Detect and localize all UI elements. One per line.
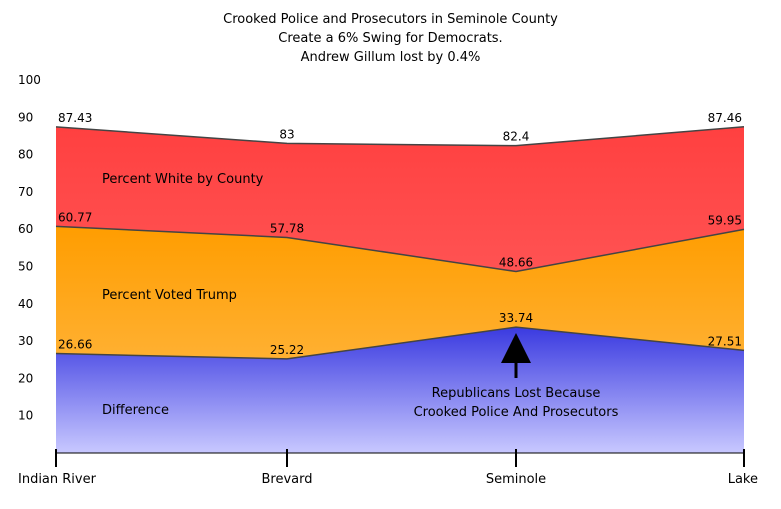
y-tick-label: 80	[18, 148, 33, 162]
percent-white-area-line	[55, 126, 745, 147]
x-tick-label: Brevard	[261, 472, 312, 487]
x-tick-label: Lake	[728, 472, 758, 487]
annotation-text: Republicans Lost Because	[432, 386, 601, 401]
title-line-3: Andrew Gillum lost by 0.4%	[300, 50, 481, 65]
data-label: 82.4	[503, 130, 530, 144]
y-tick-label: 50	[18, 260, 33, 274]
data-label: 33.74	[499, 311, 533, 325]
y-tick-label: 30	[18, 334, 33, 348]
data-label: 59.95	[708, 213, 742, 227]
percent-trump-label: Percent Voted Trump	[102, 288, 237, 303]
difference-area	[56, 327, 744, 453]
x-tick-label: Indian River	[18, 472, 97, 487]
difference-label: Difference	[102, 403, 169, 418]
annotation-text: Crooked Police And Prosecutors	[414, 405, 619, 420]
data-label: 57.78	[270, 221, 304, 235]
difference-area-line	[55, 326, 745, 360]
data-label: 25.22	[270, 343, 304, 357]
x-tick-label: Seminole	[486, 472, 546, 487]
y-tick-label: 40	[18, 297, 33, 311]
title-line-2: Create a 6% Swing for Democrats.	[278, 31, 503, 46]
y-tick-label: 60	[18, 222, 33, 236]
data-label: 27.51	[708, 334, 742, 348]
data-label: 83	[279, 127, 294, 141]
data-label: 48.66	[499, 255, 533, 269]
data-label: 87.43	[58, 111, 92, 125]
y-tick-label: 70	[18, 185, 33, 199]
y-tick-label: 10	[18, 409, 33, 423]
y-tick-label: 90	[18, 110, 33, 124]
y-tick-label: 100	[18, 73, 41, 87]
title-line-1: Crooked Police and Prosecutors in Semino…	[223, 12, 558, 27]
percent-white-label: Percent White by County	[102, 172, 264, 187]
data-label: 26.66	[58, 338, 92, 352]
percent-trump-area-line	[55, 225, 745, 273]
data-label: 60.77	[58, 210, 92, 224]
chart-title: Crooked Police and Prosecutors in Semino…	[0, 10, 781, 67]
y-tick-label: 20	[18, 371, 33, 385]
data-label: 87.46	[708, 111, 742, 125]
